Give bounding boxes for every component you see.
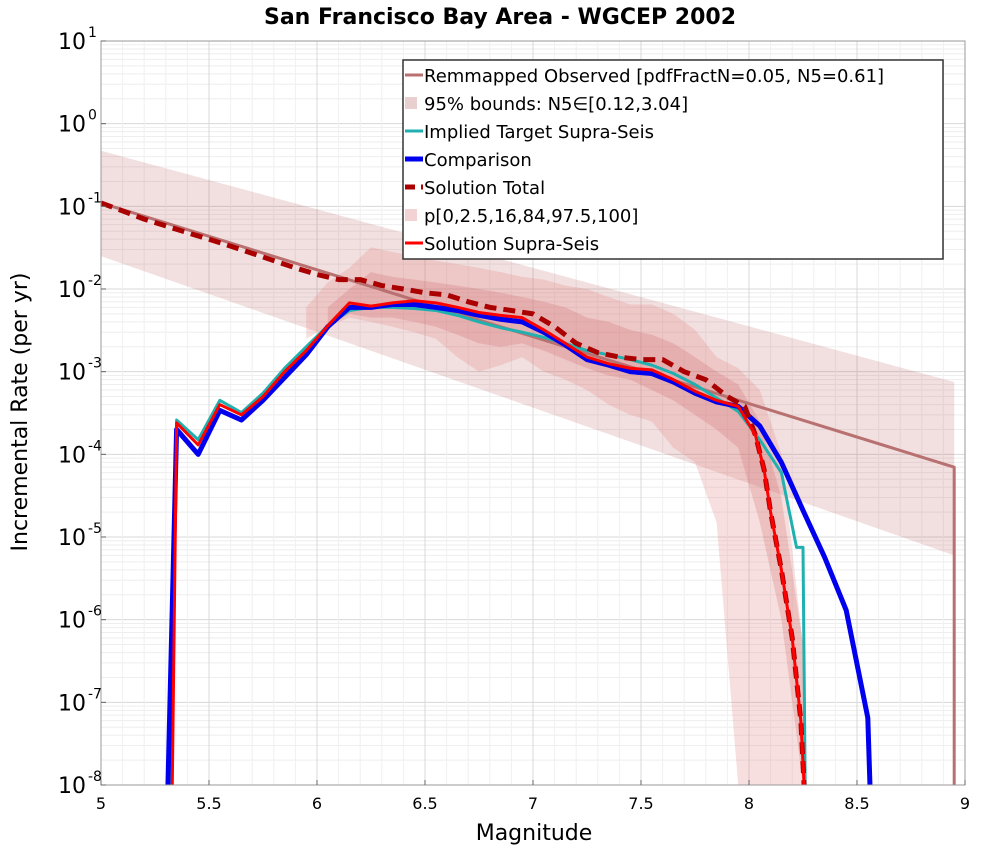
y-tick-base: 10	[58, 774, 86, 799]
y-tick-base: 10	[58, 361, 86, 386]
y-axis-label: Incremental Rate (per yr)	[8, 273, 33, 552]
y-tick-exponent: -5	[88, 521, 102, 537]
y-tick-base: 10	[58, 609, 86, 634]
series-line-2	[165, 301, 873, 786]
y-tick-exponent: -7	[88, 686, 102, 702]
legend-label-5: p[0,2.5,16,84,97.5,100]	[424, 206, 638, 227]
y-tick-base: 10	[58, 691, 86, 716]
series-line-4	[170, 299, 806, 786]
legend: Remmapped Observed [pdfFractN=0.05, N5=0…	[402, 59, 944, 260]
y-tick-base: 10	[58, 113, 86, 138]
chart-title: San Francisco Bay Area - WGCEP 2002	[264, 5, 736, 30]
y-tick-base: 10	[58, 278, 86, 303]
x-tick-label: 5	[96, 794, 106, 813]
legend-label-2: Implied Target Supra-Seis	[424, 122, 654, 143]
y-tick-base: 10	[58, 526, 86, 551]
x-tick-label: 6.5	[412, 794, 437, 813]
y-tick-exponent: -4	[88, 438, 102, 454]
legend-box	[402, 59, 944, 260]
legend-label-4: Solution Total	[424, 178, 545, 199]
y-tick-exponent: -8	[88, 769, 102, 785]
legend-label-0: Remmapped Observed [pdfFractN=0.05, N5=0…	[424, 66, 884, 87]
y-tick-exponent: -1	[88, 190, 102, 206]
y-tick-exponent: 1	[88, 25, 97, 41]
x-tick-label: 6	[312, 794, 322, 813]
y-tick-exponent: -6	[88, 604, 102, 620]
y-tick-base: 10	[58, 195, 86, 220]
legend-label-1: 95% bounds: N5∈[0.12,3.04]	[424, 94, 688, 115]
y-tick-base: 10	[58, 443, 86, 468]
x-tick-label: 7	[528, 794, 538, 813]
y-tick-exponent: 0	[88, 108, 97, 124]
band-2	[327, 272, 803, 785]
series-lines	[100, 200, 956, 786]
y-tick-base: 10	[58, 30, 86, 55]
x-tick-label: 8	[744, 794, 754, 813]
x-tick-label: 5.5	[196, 794, 221, 813]
x-axis-label: Magnitude	[476, 821, 593, 846]
x-tick-label: 7.5	[628, 794, 653, 813]
x-tick-label: 9	[960, 794, 970, 813]
series-line-0	[100, 201, 956, 785]
band-0	[101, 150, 955, 556]
y-tick-exponent: -2	[88, 273, 102, 289]
x-tick-label: 8.5	[844, 794, 869, 813]
legend-label-3: Comparison	[424, 150, 532, 171]
x-ticks: 5 5.5 6 6.5 7 7.5 8 8.5 9	[96, 780, 970, 813]
legend-swatch-5	[405, 209, 417, 221]
legend-label-6: Solution Supra-Seis	[424, 234, 599, 255]
y-tick-exponent: -3	[88, 356, 102, 372]
legend-swatch-1	[405, 97, 417, 109]
